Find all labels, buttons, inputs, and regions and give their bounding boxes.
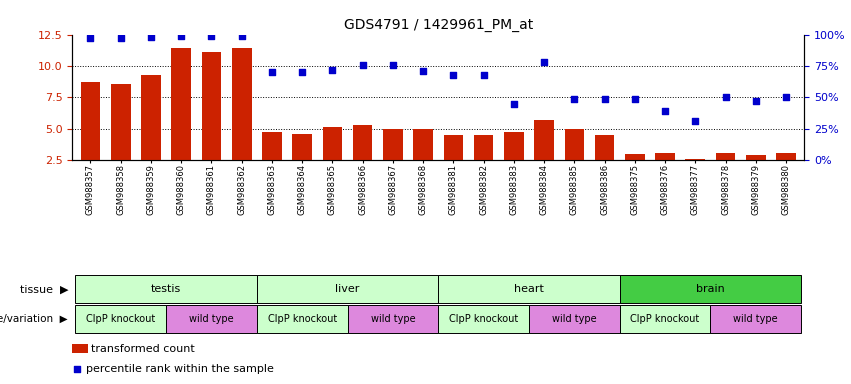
- Point: [537, 59, 551, 65]
- Bar: [746, 155, 766, 160]
- Text: percentile rank within the sample: percentile rank within the sample: [87, 364, 274, 374]
- Point: [568, 96, 581, 102]
- Bar: [711, 305, 801, 333]
- Text: ClpP knockout: ClpP knockout: [631, 314, 700, 324]
- Bar: [625, 154, 645, 160]
- Point: [356, 61, 369, 68]
- Point: [719, 94, 733, 100]
- Bar: [111, 84, 130, 160]
- Text: ClpP knockout: ClpP knockout: [267, 314, 337, 324]
- Text: heart: heart: [514, 284, 544, 294]
- Bar: [257, 305, 347, 333]
- Bar: [776, 152, 796, 160]
- Bar: [438, 305, 529, 333]
- Bar: [686, 159, 705, 160]
- Point: [326, 67, 340, 73]
- Bar: [76, 305, 166, 333]
- Point: [204, 33, 218, 39]
- Point: [447, 72, 460, 78]
- Point: [266, 69, 279, 75]
- Bar: [414, 129, 433, 160]
- Bar: [383, 129, 403, 160]
- Bar: [231, 48, 252, 160]
- Bar: [620, 275, 801, 303]
- Text: ClpP knockout: ClpP knockout: [86, 314, 156, 324]
- Bar: [474, 135, 494, 160]
- Point: [780, 94, 793, 100]
- Point: [235, 33, 248, 39]
- Point: [174, 33, 188, 39]
- Bar: [262, 132, 282, 160]
- Bar: [716, 152, 735, 160]
- Bar: [353, 125, 373, 160]
- Bar: [595, 135, 614, 160]
- Text: testis: testis: [151, 284, 181, 294]
- Text: liver: liver: [335, 284, 360, 294]
- Bar: [347, 305, 438, 333]
- Point: [386, 61, 400, 68]
- Bar: [141, 75, 161, 160]
- Text: tissue  ▶: tissue ▶: [20, 284, 68, 294]
- Bar: [504, 132, 523, 160]
- Bar: [171, 48, 191, 160]
- Point: [477, 72, 490, 78]
- Point: [295, 69, 309, 75]
- Bar: [293, 134, 312, 160]
- Bar: [564, 129, 584, 160]
- Point: [144, 34, 157, 40]
- Bar: [202, 52, 221, 160]
- Point: [749, 98, 762, 104]
- Bar: [76, 275, 257, 303]
- Text: wild type: wild type: [370, 314, 415, 324]
- Bar: [443, 135, 463, 160]
- Point: [597, 96, 611, 102]
- Point: [83, 35, 97, 41]
- Bar: [620, 305, 711, 333]
- Text: wild type: wild type: [734, 314, 778, 324]
- Bar: [323, 127, 342, 160]
- Point: [114, 35, 128, 41]
- Bar: [534, 120, 554, 160]
- Bar: [438, 275, 620, 303]
- Text: ClpP knockout: ClpP knockout: [449, 314, 518, 324]
- Point: [628, 96, 642, 102]
- Text: genotype/variation  ▶: genotype/variation ▶: [0, 314, 68, 324]
- Point: [688, 118, 702, 124]
- Point: [507, 101, 521, 107]
- Bar: [529, 305, 620, 333]
- Bar: [81, 82, 100, 160]
- Bar: [655, 152, 675, 160]
- Text: transformed count: transformed count: [91, 344, 195, 354]
- Point: [416, 68, 430, 74]
- Title: GDS4791 / 1429961_PM_at: GDS4791 / 1429961_PM_at: [344, 18, 533, 32]
- Text: wild type: wild type: [552, 314, 597, 324]
- Text: brain: brain: [696, 284, 725, 294]
- Point: [659, 108, 672, 114]
- Point: [317, 252, 330, 258]
- Bar: [166, 305, 257, 333]
- Text: wild type: wild type: [189, 314, 234, 324]
- Bar: [257, 275, 438, 303]
